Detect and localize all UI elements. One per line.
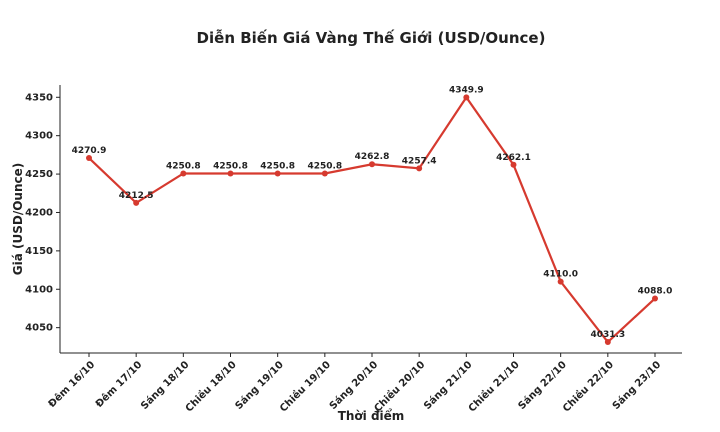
value-label: 4257.4 <box>402 156 437 166</box>
x-tick-label: Sáng 20/10 <box>327 359 380 412</box>
y-tick-label: 4100 <box>25 284 53 295</box>
value-label: 4088.0 <box>638 286 673 296</box>
x-tick-label: Sáng 21/10 <box>421 359 474 412</box>
x-tick-label: Đêm 16/10 <box>46 359 97 410</box>
value-label: 4212.5 <box>119 191 154 201</box>
point <box>463 94 470 101</box>
point <box>227 170 234 177</box>
value-label: 4250.8 <box>166 161 201 171</box>
point <box>369 161 375 168</box>
value-label: 4250.8 <box>307 161 342 171</box>
value-label: 4250.8 <box>260 161 295 171</box>
point <box>321 170 328 177</box>
point <box>274 170 281 177</box>
y-tick-label: 4200 <box>25 207 53 218</box>
point <box>604 339 611 346</box>
value-label: 4262.1 <box>496 153 531 163</box>
chart-title: Diễn Biến Giá Vàng Thế Giới (USD/Ounce) <box>197 28 546 47</box>
y-tick-label: 4250 <box>25 169 53 180</box>
value-label: 4262.8 <box>355 152 390 162</box>
y-tick-label: 4300 <box>25 131 53 142</box>
value-label: 4270.9 <box>72 146 107 156</box>
point <box>133 199 140 206</box>
value-label: 4110.0 <box>543 270 578 280</box>
y-axis-title: Giá (USD/Ounce) <box>11 163 25 275</box>
x-tick-label: Sáng 18/10 <box>138 359 191 412</box>
point <box>652 295 658 302</box>
point <box>86 155 92 162</box>
x-tick-label: Sáng 22/10 <box>516 359 569 412</box>
x-tick-label: Đêm 17/10 <box>93 359 144 410</box>
point <box>180 170 187 177</box>
point <box>510 161 517 168</box>
x-tick-label: Sáng 19/10 <box>233 359 286 412</box>
point <box>557 278 564 285</box>
point <box>416 165 423 172</box>
value-label: 4031.3 <box>590 330 625 340</box>
value-label: 4250.8 <box>213 161 248 171</box>
y-tick-label: 4150 <box>25 246 53 257</box>
y-tick-label: 4050 <box>25 323 53 334</box>
y-tick-label: 4350 <box>25 92 53 103</box>
x-axis-title: Thời điểm <box>338 408 405 423</box>
value-label: 4349.9 <box>449 85 484 95</box>
line <box>88 95 656 344</box>
x-tick-label: Sáng 23/10 <box>610 359 663 412</box>
